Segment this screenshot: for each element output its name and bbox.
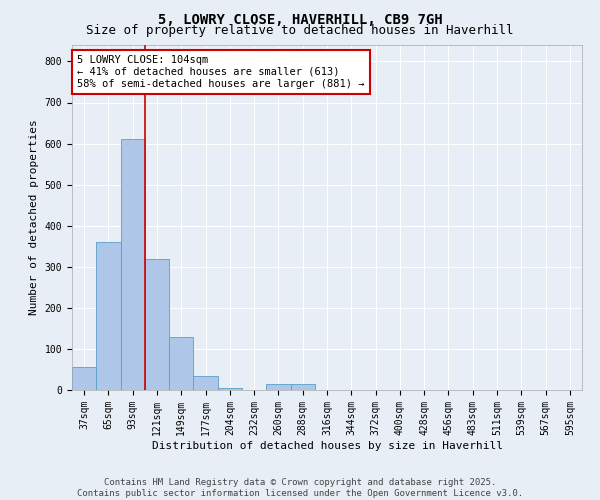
Bar	[290, 384, 315, 390]
Bar	[145, 258, 169, 390]
Y-axis label: Number of detached properties: Number of detached properties	[29, 120, 39, 316]
Bar	[72, 368, 96, 390]
Bar	[193, 376, 218, 390]
Bar	[266, 384, 290, 390]
Text: 5 LOWRY CLOSE: 104sqm
← 41% of detached houses are smaller (613)
58% of semi-det: 5 LOWRY CLOSE: 104sqm ← 41% of detached …	[77, 56, 365, 88]
Bar	[169, 336, 193, 390]
Text: 5, LOWRY CLOSE, HAVERHILL, CB9 7GH: 5, LOWRY CLOSE, HAVERHILL, CB9 7GH	[158, 12, 442, 26]
Bar	[121, 140, 145, 390]
Bar	[96, 242, 121, 390]
Text: Size of property relative to detached houses in Haverhill: Size of property relative to detached ho…	[86, 24, 514, 37]
X-axis label: Distribution of detached houses by size in Haverhill: Distribution of detached houses by size …	[151, 440, 503, 450]
Text: Contains HM Land Registry data © Crown copyright and database right 2025.
Contai: Contains HM Land Registry data © Crown c…	[77, 478, 523, 498]
Bar	[218, 388, 242, 390]
